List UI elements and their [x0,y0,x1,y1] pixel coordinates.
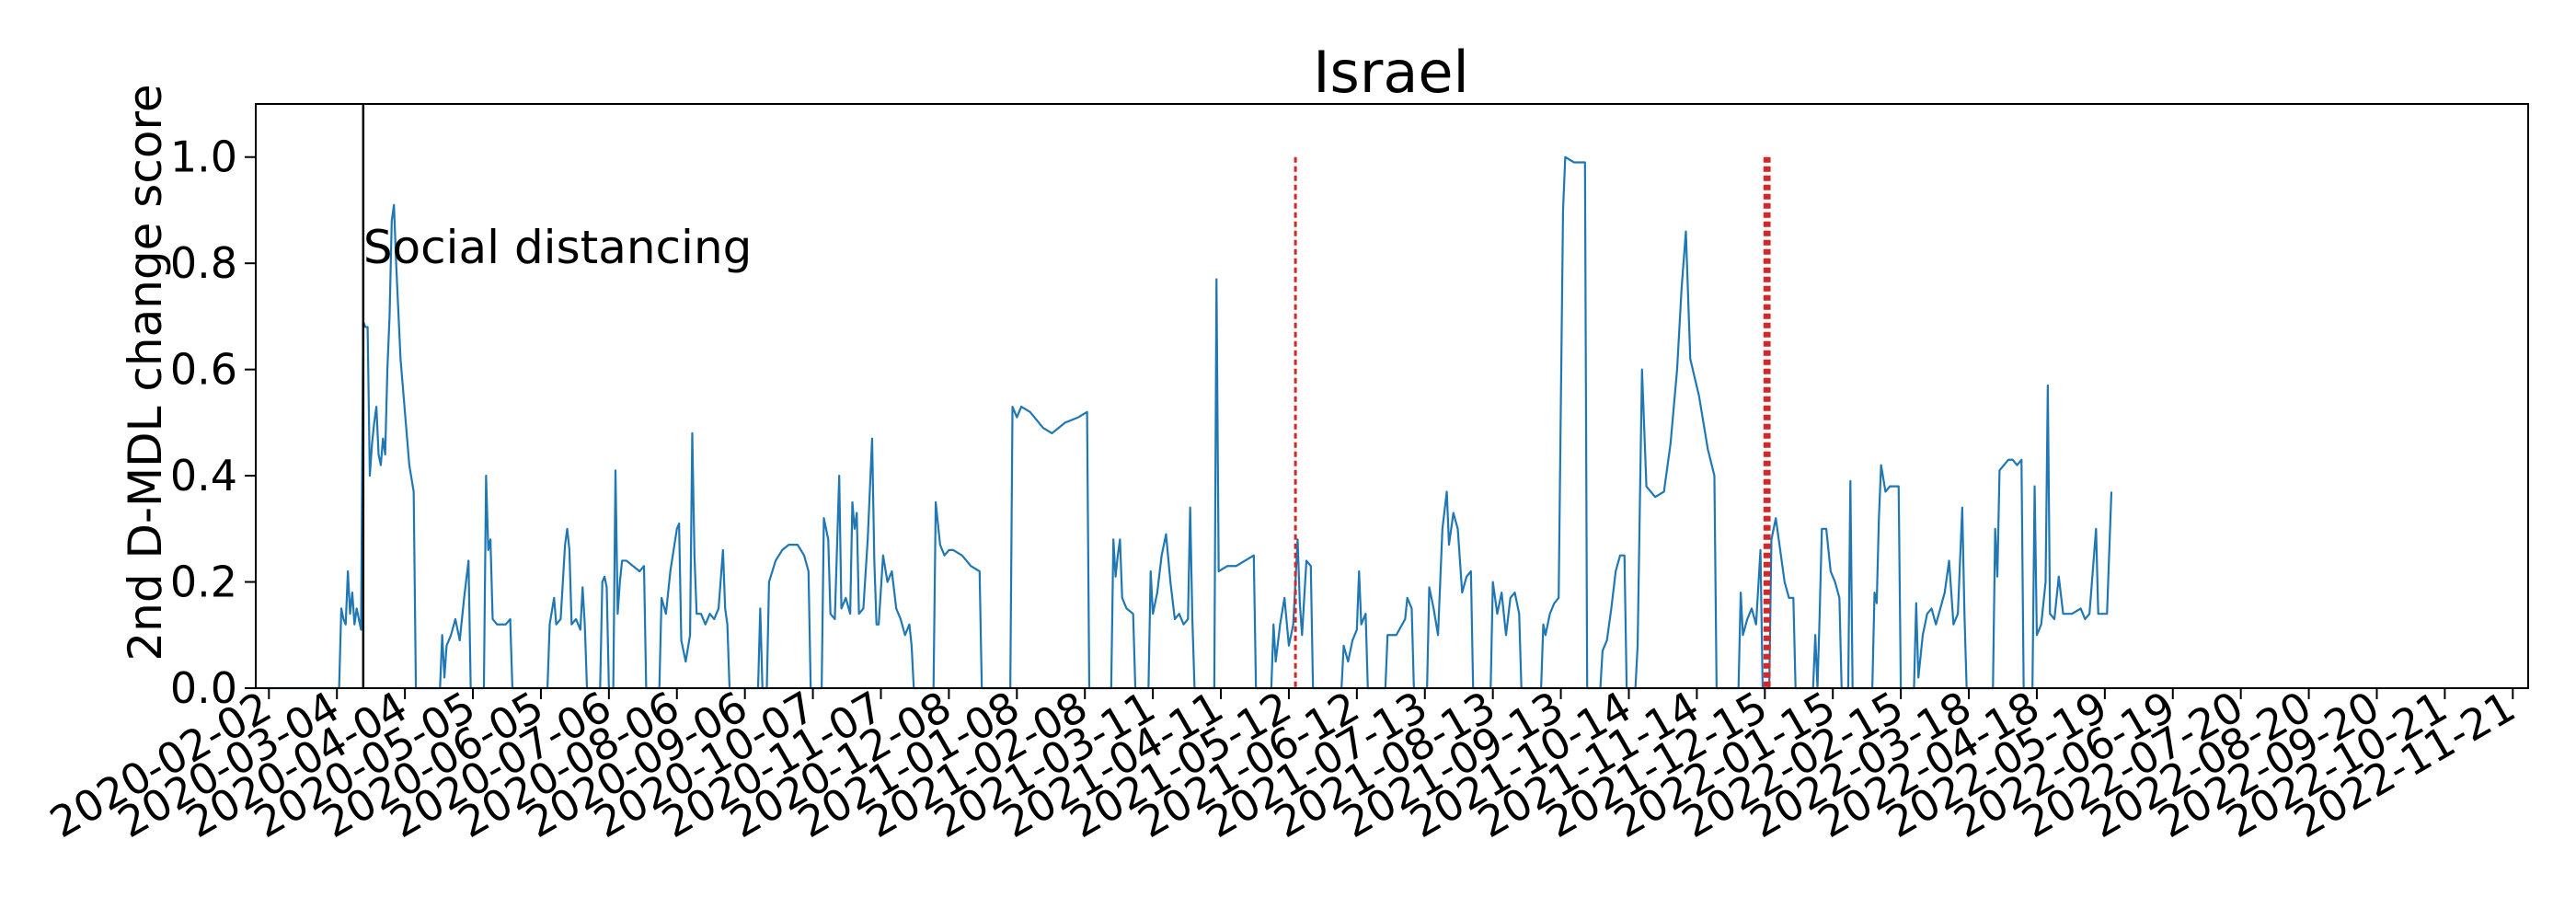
annotation-label: Social distancing [363,221,753,274]
y-tick-label: 1.0 [170,132,237,182]
x-axis: 2020-02-022020-03-042020-04-042020-05-05… [41,682,2524,847]
y-tick-label: 0.0 [170,663,237,713]
y-tick-label: 0.6 [170,345,237,395]
chart-title: Israel [1313,39,1468,106]
y-tick-label: 0.8 [170,238,237,288]
plot-frame [255,103,2529,689]
y-axis-label: 2nd D-MDL change score [119,84,172,661]
annotations: Social distancing [363,221,753,274]
y-tick-label: 0.4 [170,451,237,500]
plot-area [266,104,2113,690]
y-tick-label: 0.2 [170,558,237,607]
y-axis: 0.0 0.2 0.4 0.6 0.8 1.0 [170,132,256,713]
series-line-0 [266,155,2113,690]
